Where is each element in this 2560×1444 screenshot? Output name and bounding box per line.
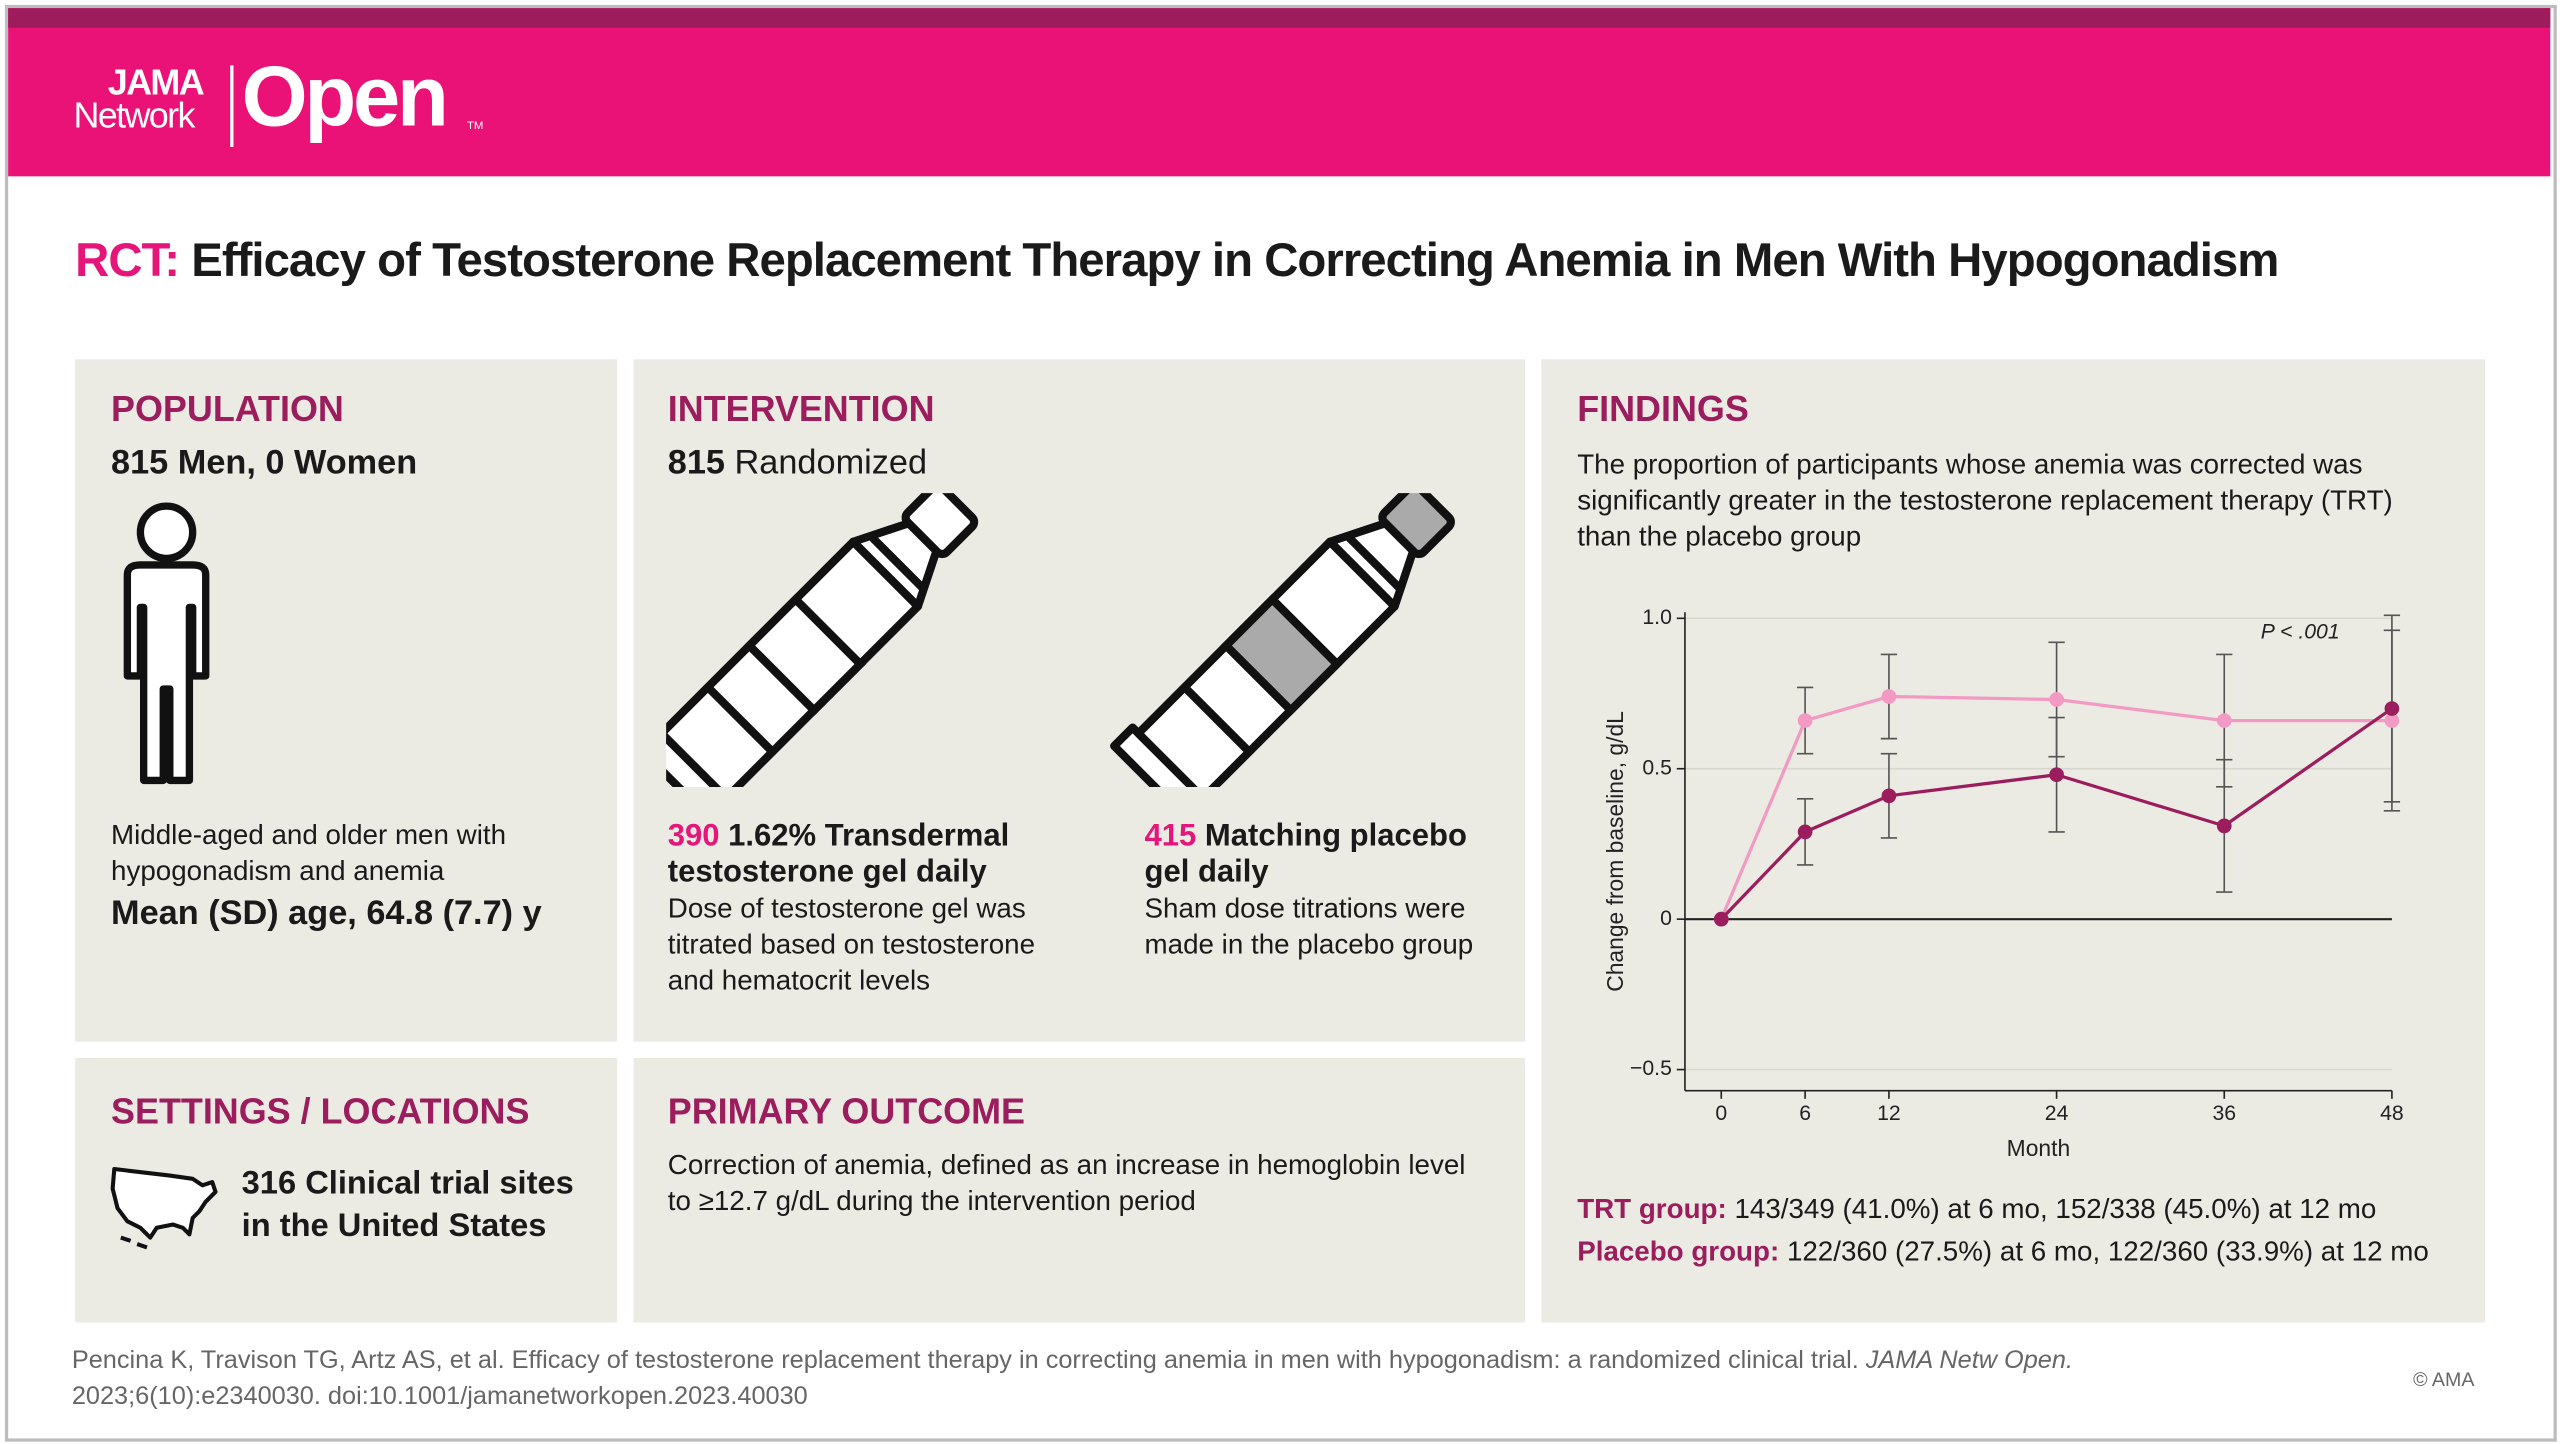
age: Mean (SD) age, 64.8 (7.7) y: [111, 894, 542, 933]
tube-icons: [666, 493, 1455, 787]
x-axis-label: Month: [2007, 1135, 2070, 1161]
arm: 390 1.62% Transdermal testosterone gel d…: [668, 820, 1060, 1000]
heading: POPULATION: [111, 388, 344, 430]
citation: Pencina K, Travison TG, Artz AS, et al. …: [72, 1344, 2195, 1416]
x-tick-label: 12: [1877, 1102, 1901, 1125]
heading: SETTINGS / LOCATIONS: [111, 1090, 530, 1132]
result-label: Placebo group:: [1577, 1235, 1780, 1267]
arm-title: 415 Matching placebo gel daily: [1145, 820, 1496, 892]
title: RCT: Efficacy of Testosterone Replacemen…: [75, 235, 2279, 289]
x-tick-label: 6: [1799, 1102, 1811, 1125]
annotation: P < .001: [2261, 620, 2340, 643]
arm-count: 390: [667, 819, 720, 854]
data-point: [1881, 788, 1897, 804]
outcome-panel: PRIMARY OUTCOME Correction of anemia, de…: [633, 1057, 1525, 1323]
intervention-panel: INTERVENTION 815 Randomized: [633, 359, 1525, 1042]
settings-panel: SETTINGS / LOCATIONS 316 Clinical trial …: [75, 1057, 618, 1323]
arm-count: 415: [1144, 819, 1197, 854]
brand-main: Open: [241, 50, 449, 146]
data-point: [1713, 911, 1729, 927]
arm: 415 Matching placebo gel daily Sham dose…: [1145, 820, 1496, 964]
brand-bottom: Network: [73, 94, 195, 136]
person-icon: [123, 502, 210, 785]
result: Placebo group: 122/360 (27.5%) at 6 mo, …: [1577, 1234, 2429, 1270]
series-line: [1720, 707, 2393, 921]
title-prefix: RCT:: [75, 235, 180, 288]
findings-text: The proportion of participants whose ane…: [1577, 448, 2393, 552]
y-tick-label: 0: [1660, 907, 1672, 930]
population-panel: POPULATION 815 Men, 0 Women Middle-aged …: [75, 359, 618, 1042]
x-tick-label: 0: [1715, 1102, 1727, 1125]
result: TRT group: 143/349 (41.0%) at 6 mo, 152/…: [1577, 1192, 2376, 1228]
arm-description: Dose of testosterone gel was titrated ba…: [667, 893, 1036, 996]
y-axis-label: Change from baseline, g/dL: [1602, 711, 1628, 992]
arm-description: Sham dose titrations were made in the pl…: [1144, 893, 1474, 961]
heading: PRIMARY OUTCOME: [667, 1090, 1026, 1132]
data-point: [2049, 767, 2064, 783]
brand-top: JAMA: [107, 62, 205, 103]
title-text: Efficacy of Testosterone Replacement The…: [191, 235, 2279, 288]
result-label: TRT group:: [1577, 1193, 1727, 1225]
citation-text: 2023;6(10):e2340030. doi:10.1001/jamanet…: [71, 1382, 808, 1411]
frame: [4, 4, 2557, 1442]
x-tick-label: 48: [2380, 1102, 2404, 1125]
data-point: [1881, 689, 1897, 704]
y-tick-label: 1.0: [1642, 606, 1672, 629]
series-line: [1719, 694, 2392, 920]
outcome-text: Correction of anemia, defined as an incr…: [667, 1149, 1466, 1217]
result-text: 143/349 (41.0%) at 6 mo, 152/338 (45.0%)…: [1734, 1193, 2377, 1225]
header-band: [8, 8, 2551, 177]
count: 815: [667, 444, 725, 482]
brand-divider: [230, 65, 234, 147]
y-tick-label: 0.5: [1642, 756, 1672, 779]
citation-journal: JAMA Netw Open.: [1865, 1346, 2073, 1375]
arm-label: 1.62% Transdermal testosterone gel daily: [667, 819, 1010, 890]
data-point: [1797, 824, 1813, 840]
x-tick-label: 36: [2212, 1102, 2236, 1125]
arm-label: Matching placebo gel daily: [1144, 819, 1467, 890]
label: Randomized: [734, 444, 928, 482]
y-tick-label: −0.5: [1630, 1057, 1672, 1080]
heading: FINDINGS: [1577, 388, 1749, 430]
header-strip: [8, 8, 2551, 28]
data-point: [1797, 713, 1813, 728]
chart: −0.5 0 0.5 1.0 0 6 12 24 36 48 Month Change from ba…: [1602, 606, 2404, 1161]
copyright: © AMA: [2413, 1368, 2475, 1392]
result-text: 122/360 (27.5%) at 6 mo, 122/360 (33.9%)…: [1786, 1235, 2429, 1267]
us-map-icon: [110, 1166, 218, 1250]
data-point: [2384, 701, 2400, 716]
sites: 316 Clinical trial sites in the United S…: [241, 1165, 574, 1245]
arm-title: 390 1.62% Transdermal testosterone gel d…: [668, 820, 1060, 892]
randomized: 815 Randomized: [668, 444, 927, 483]
data-point: [2049, 692, 2064, 707]
description: Middle-aged and older men with hypogonad…: [111, 819, 507, 887]
findings-panel: FINDINGS The proportion of participants …: [1541, 359, 2485, 1323]
x-tick-label: 24: [2045, 1102, 2069, 1125]
data-point: [2216, 818, 2232, 834]
heading: INTERVENTION: [667, 388, 935, 430]
data-point: [2216, 713, 2232, 728]
headline: 815 Men, 0 Women: [111, 444, 418, 482]
trademark: TM: [466, 120, 484, 133]
citation-text: Pencina K, Travison TG, Artz AS, et al. …: [71, 1346, 1866, 1375]
data-point: [2384, 713, 2400, 728]
